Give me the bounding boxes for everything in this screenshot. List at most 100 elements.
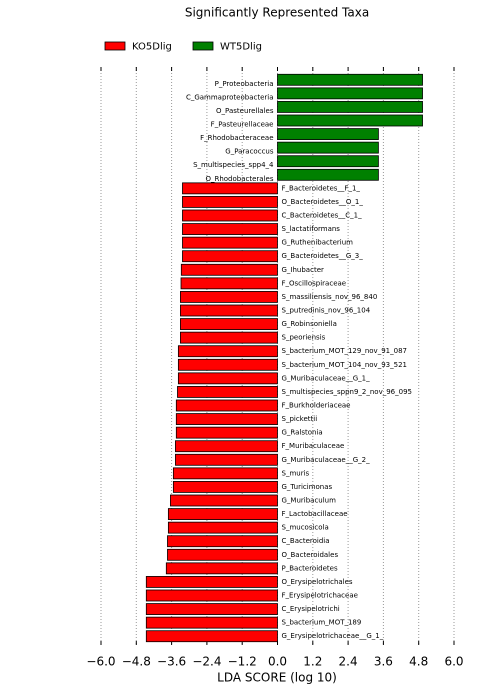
bar [172,481,278,493]
legend-swatch [104,41,126,51]
bar [145,630,278,643]
x-tick-label: 6.0 [444,655,463,669]
bar [145,603,278,615]
category-label: O_Pasteurellales [216,107,274,115]
bar [277,141,379,154]
category-label: P_Proteobacteria [215,80,274,88]
x-tick-label: −4.8 [122,655,151,669]
bar [177,345,278,358]
category-label: S_mucosicola [282,524,329,532]
bar [175,453,278,466]
category-label: F_Bacteroidetes__F_1_ [282,184,361,192]
bar [167,508,278,520]
category-label: S_putredinis_nov_96_104 [282,307,371,315]
category-label: S_bacterium_MOT_189 [282,619,362,627]
category-label: G_Muribaculaceae__G_2_ [282,456,371,464]
bar [167,521,278,534]
x-tick-label: 2.4 [339,655,358,669]
bar [277,101,423,113]
bar [145,616,278,629]
category-label: F_Burkholderiaceae [282,402,351,410]
bar [182,196,278,208]
bar [182,209,278,222]
category-label: F_Rhodobacteraceae [200,134,273,142]
bar [177,372,278,385]
x-tick-label: 0.0 [268,655,287,669]
category-label: G_Erysipelotrichaceae__G_1_ [282,632,384,640]
category-label: S_bacterium_MOT_129_nov_91_087 [282,347,407,355]
category-label: G_Paracoccus [225,148,274,156]
x-tick-label: 1.2 [303,655,322,669]
bar [277,87,423,100]
x-tick-label: −2.4 [192,655,221,669]
bar [180,263,278,276]
category-label: C_Erysipelotrichi [282,605,340,613]
bar [145,589,278,602]
category-label: G_Turicimonas [282,483,333,491]
bar [175,440,278,453]
bar [277,155,379,168]
category-label: G_Muribaculaceae__G_1_ [282,374,371,382]
bar [277,73,423,86]
category-label: S_multispecies_sppn9_2_nov_96_095 [282,388,412,396]
bar [175,413,278,425]
x-tick-label: 3.6 [374,655,393,669]
category-label: S_massiliensis_nov_96_840 [282,293,378,301]
category-label: C_Gammaproteobacteria [186,93,274,101]
bar [167,535,278,548]
bar [182,182,278,195]
bar [170,494,278,507]
category-label: S_pickettii [282,415,318,423]
bar [277,168,379,181]
category-label: F_Erysipelotrichaceae [282,592,358,600]
bar [175,426,278,439]
category-label: G_Muribaculum [282,497,337,505]
category-label: C_Bacteroidetes__C_1_ [282,212,363,220]
bar [172,467,278,480]
bar [180,277,278,290]
x-tick-label: 4.8 [409,655,428,669]
bar [180,291,278,303]
bar [277,114,423,127]
category-label: S_peoriensis [282,334,326,342]
category-label: P_Bacteroidetes [282,564,338,572]
category-label: G_Bacteroidetes__G_3_ [282,252,364,260]
x-tick-label: −3.6 [157,655,186,669]
chart-title: Significantly Represented Taxa [185,6,369,20]
bar [175,399,278,412]
bar [182,223,278,235]
category-label: G_Ralstonia [282,429,323,437]
legend-swatch [192,41,214,51]
category-label: S_bacterium_MOT_104_nov_93_521 [282,361,407,369]
category-label: G_Ihubacter [282,266,324,274]
legend-label: KO5Dlig [132,42,172,53]
bar [165,562,278,575]
bar [180,331,278,344]
category-label: F_Muribaculaceae [282,442,345,450]
bar [277,128,379,140]
bar [145,576,278,588]
legend-label: WT5Dlig [220,42,262,53]
category-label: F_Pasteurellaceae [211,121,274,129]
x-tick-label: −6.0 [86,655,115,669]
bar [180,304,278,317]
category-label: O_Bacteroidales [282,551,339,559]
category-label: G_Robinsoniella [282,320,337,328]
bar [177,386,278,398]
x-tick-label: −1.2 [228,655,257,669]
category-label: O_Rhodobacterales [205,175,273,183]
bar [177,358,278,371]
category-label: C_Bacteroidia [282,537,330,545]
bar [167,548,278,561]
category-label: S_multispecies_spp4_4 [193,161,274,169]
category-label: S_muris [282,469,310,477]
category-label: G_Ruthenibacterium [282,239,354,247]
bar [182,250,278,263]
bar [182,236,278,249]
category-label: O_Bacteroidetes__O_1_ [282,198,364,206]
category-label: F_Oscillospiraceae [282,279,347,287]
category-label: F_Lactobacillaceae [282,510,348,518]
x-axis-label: LDA SCORE (log 10) [217,671,337,685]
category-label: S_lactatiformans [282,225,341,233]
